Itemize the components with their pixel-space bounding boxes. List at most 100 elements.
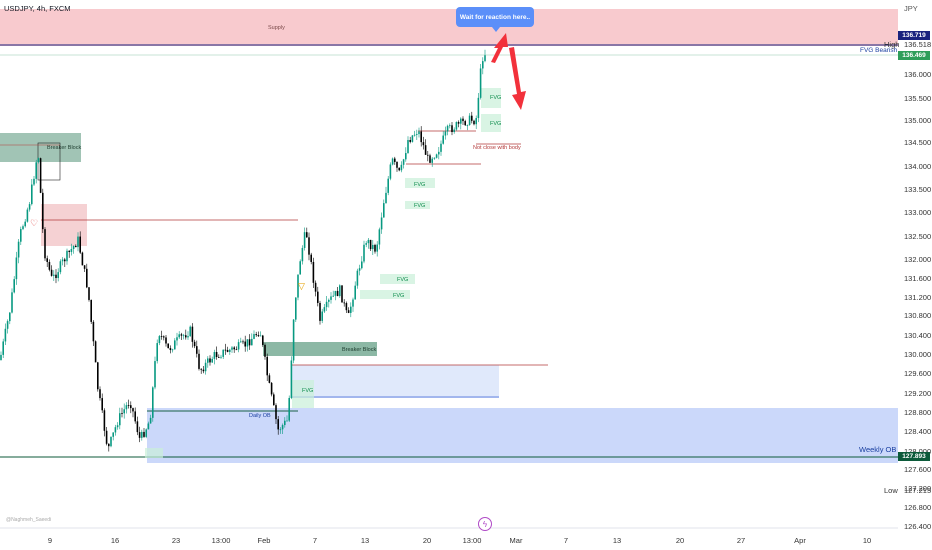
- candle-body: [416, 134, 418, 135]
- candle-body: [48, 261, 51, 270]
- candle-body: [442, 135, 444, 144]
- candle-body: [46, 258, 48, 262]
- candle-body: [165, 337, 167, 344]
- candle-body: [484, 55, 486, 62]
- price-tick-label: 126.800: [904, 503, 931, 512]
- candle-body: [462, 118, 464, 122]
- candle-body: [22, 226, 24, 230]
- candle-body: [171, 349, 174, 351]
- candle-body: [200, 368, 202, 370]
- candle-body: [178, 334, 180, 338]
- candle-body: [103, 410, 106, 431]
- price-tick-label: 134.500: [904, 138, 931, 147]
- candle-body: [149, 417, 152, 424]
- candle-body: [385, 192, 387, 204]
- time-tick-label: 13: [361, 536, 369, 545]
- candle-body: [286, 420, 288, 422]
- candle-body: [275, 405, 277, 420]
- candle-body: [42, 192, 44, 230]
- low-value: 127.215: [904, 486, 931, 495]
- fvg-box-blue: [291, 365, 499, 398]
- candle-body: [125, 405, 128, 410]
- price-axis[interactable]: 136.000 135.500 135.000 134.500 134.000 133.5…: [904, 70, 931, 531]
- candle-body: [64, 259, 66, 262]
- candle-body: [101, 398, 103, 411]
- candle-body: [154, 361, 156, 388]
- price-tick-label: 128.800: [904, 408, 931, 417]
- flash-icon[interactable]: ϟ: [478, 517, 492, 531]
- candle-body: [143, 431, 145, 437]
- candle-body: [110, 436, 112, 447]
- candle-body: [50, 269, 53, 276]
- candle-body: [207, 358, 209, 363]
- candle-body: [449, 125, 451, 127]
- candle-body: [369, 239, 372, 250]
- candle-body: [336, 290, 339, 297]
- candle-body: [372, 244, 374, 250]
- candle-body: [28, 204, 31, 210]
- candle-body: [431, 158, 433, 163]
- candle-body: [407, 140, 409, 154]
- candle-body: [35, 162, 37, 179]
- candle-body: [204, 362, 207, 372]
- svg-text:FVG: FVG: [302, 388, 313, 394]
- candle-body: [70, 248, 73, 252]
- candle-body: [220, 356, 222, 358]
- candle-body: [17, 241, 20, 258]
- candle-body: [380, 217, 383, 230]
- candle-body: [24, 221, 26, 227]
- candle-body: [268, 375, 271, 383]
- price-tick-label: 132.000: [904, 255, 931, 264]
- candle-body: [345, 303, 348, 311]
- candle-body: [453, 129, 455, 133]
- candle-body: [396, 161, 398, 168]
- candle-body: [198, 353, 200, 369]
- candle-body: [147, 423, 150, 430]
- candle-body: [422, 142, 425, 146]
- candle-body: [455, 122, 458, 130]
- candle-body: [330, 296, 332, 300]
- candle-body: [418, 131, 420, 135]
- candle-body: [44, 229, 46, 259]
- candle-body: [248, 339, 251, 346]
- time-axis[interactable]: 9 16 23 13:00 Feb 7 13 20 13:00 Mar 7 13 20 27 Apr 10: [48, 536, 871, 545]
- candle-body: [482, 61, 484, 69]
- high-value: 136.518: [904, 40, 931, 49]
- candle-body: [413, 134, 416, 136]
- price-tick-label: 131.600: [904, 274, 931, 283]
- candle-body: [237, 342, 240, 350]
- candle-body: [290, 360, 293, 398]
- candle-body: [90, 299, 92, 322]
- time-tick-label: Apr: [794, 536, 806, 545]
- candle-body: [191, 326, 194, 342]
- candle-body: [119, 413, 121, 426]
- candle-body: [367, 239, 370, 244]
- candle-body: [451, 125, 453, 133]
- candle-body: [229, 349, 231, 352]
- candle-body: [160, 336, 163, 337]
- time-tick-label: 7: [564, 536, 568, 545]
- candle-body: [358, 268, 361, 271]
- price-tick-label: 133.000: [904, 208, 931, 217]
- candle-body: [466, 125, 469, 126]
- candle-body: [224, 349, 227, 351]
- time-tick-label: 13:00: [463, 536, 482, 545]
- svg-text:FVG: FVG: [490, 95, 501, 101]
- candle-body: [288, 397, 290, 421]
- candle-body: [354, 285, 356, 300]
- candle-body: [13, 279, 15, 293]
- candle-body: [88, 287, 90, 300]
- candle-body: [259, 335, 262, 337]
- candle-body: [167, 343, 169, 349]
- candle-body: [121, 413, 123, 415]
- supply-label: Supply: [268, 25, 285, 31]
- candle-body: [323, 307, 326, 312]
- candle-body: [77, 236, 79, 248]
- time-tick-label: 23: [172, 536, 180, 545]
- candle-body: [471, 115, 473, 121]
- candle-body: [75, 245, 77, 248]
- candle-body: [235, 349, 238, 351]
- candle-body: [365, 243, 367, 245]
- candle-body: [39, 158, 42, 193]
